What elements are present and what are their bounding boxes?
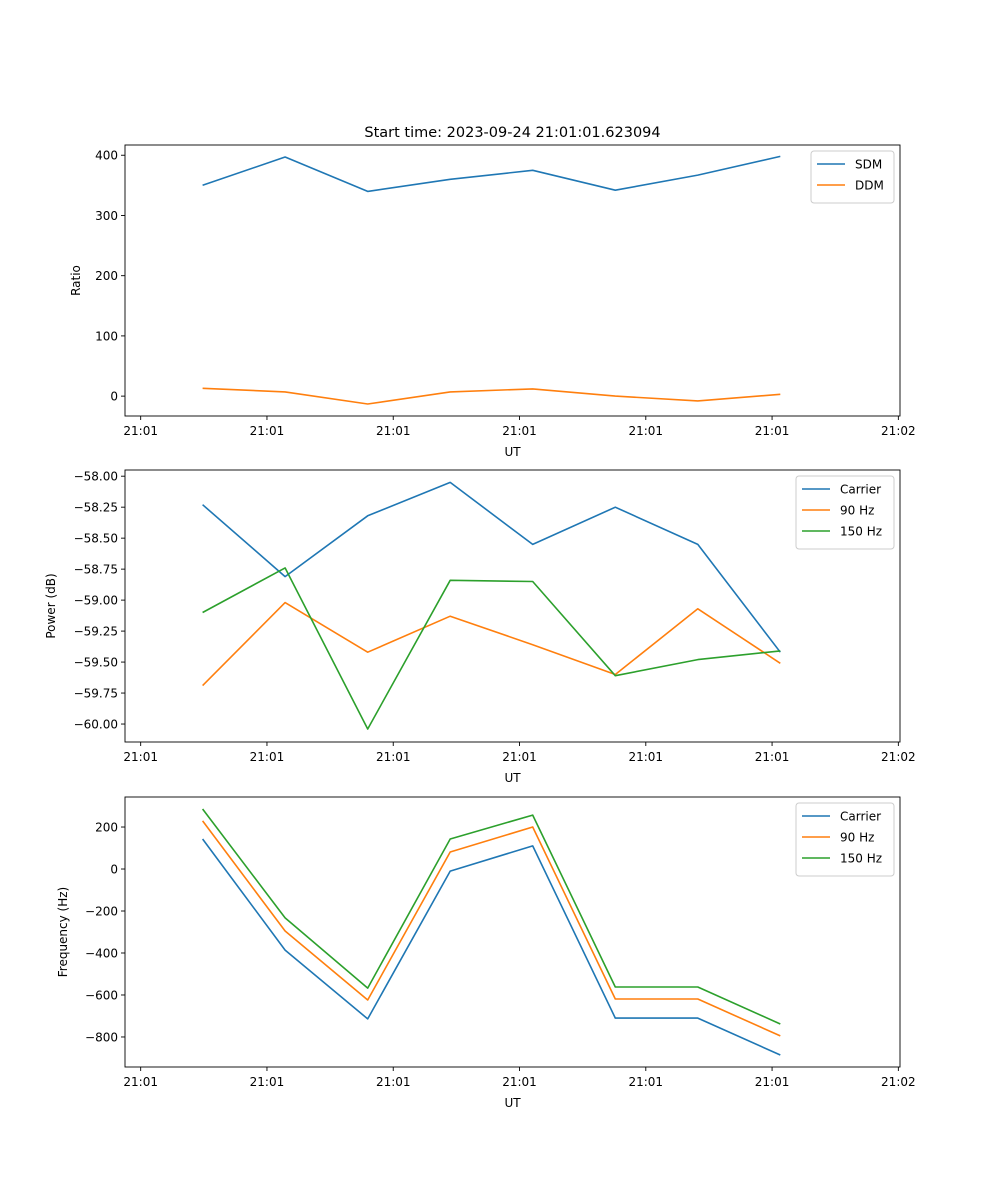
series-line-90-hz [202, 601, 781, 687]
legend-label: DDM [855, 179, 884, 193]
x-tick-label: 21:02 [881, 1075, 916, 1089]
axes-frame [124, 469, 901, 743]
y-tick-label: 0 [110, 390, 118, 404]
x-tick-label: 21:01 [502, 424, 537, 438]
y-tick-label: −200 [85, 905, 118, 919]
legend-label: SDM [855, 158, 882, 172]
series-line-ddm [202, 387, 781, 405]
x-tick-label: 21:01 [123, 424, 158, 438]
y-tick-label: 200 [95, 269, 118, 283]
axes-frame [124, 796, 901, 1068]
y-axis-label: Power (dB) [44, 573, 58, 638]
legend-label: Carrier [840, 810, 881, 824]
legend: SDM DDM [810, 150, 895, 204]
legend-label: 150 Hz [840, 525, 882, 539]
y-tick-label: 200 [95, 821, 118, 835]
series-line-carrier [201, 838, 781, 1056]
x-tick-label: 21:01 [628, 1075, 663, 1089]
legend-label: 90 Hz [840, 831, 874, 845]
series-line-90-hz [201, 820, 781, 1037]
x-tick-label: 21:01 [376, 424, 411, 438]
y-axis-label: Frequency (Hz) [56, 887, 70, 978]
subplot-3: 21:01 21:01 21:01 21:01 21:01 21:01 21:02 UT 200… [56, 796, 916, 1110]
x-tick-label: 21:01 [376, 1075, 411, 1089]
legend: Carrier 90 Hz 150 Hz [795, 802, 895, 877]
y-tick-label: −59.00 [74, 594, 118, 608]
x-tick-label: 21:01 [755, 1075, 790, 1089]
series-line-sdm [202, 155, 781, 193]
x-tick-label: 21:01 [250, 1075, 285, 1089]
y-tick-label: 400 [95, 149, 118, 163]
x-tick-label: 21:01 [502, 1075, 537, 1089]
x-tick-label: 21:01 [123, 1075, 158, 1089]
y-tick-label: −58.75 [74, 563, 118, 577]
y-tick-label: −800 [85, 1030, 118, 1044]
x-axis-label: UT [504, 771, 521, 785]
x-tick-label: 21:02 [881, 424, 916, 438]
x-tick-label: 21:02 [881, 750, 916, 764]
y-tick-label: −58.25 [74, 501, 118, 515]
y-tick-label: −59.50 [74, 656, 118, 670]
x-tick-label: 21:01 [502, 750, 537, 764]
y-axis-label: Ratio [69, 265, 83, 296]
y-tick-label: 0 [110, 863, 118, 877]
y-tick-label: −59.25 [74, 625, 118, 639]
legend-label: Carrier [840, 483, 881, 497]
y-tick-label: −400 [85, 946, 118, 960]
legend: Carrier 90 Hz 150 Hz [795, 475, 895, 550]
axes-frame [124, 144, 901, 417]
y-tick-label: −59.75 [74, 687, 118, 701]
x-axis-label: UT [504, 445, 521, 459]
x-tick-label: 21:01 [628, 424, 663, 438]
y-tick-label: 100 [95, 329, 118, 343]
series-line-carrier [202, 481, 781, 653]
y-tick-label: −58.50 [74, 532, 118, 546]
y-tick-label: 300 [95, 209, 118, 223]
chart-title: Start time: 2023-09-24 21:01:01.623094 [364, 125, 660, 141]
x-tick-label: 21:01 [123, 750, 158, 764]
subplot-2: 21:01 21:01 21:01 21:01 21:01 21:01 21:02 UT −58… [44, 469, 916, 785]
x-tick-label: 21:01 [376, 750, 411, 764]
y-tick-label: −58.00 [74, 470, 118, 484]
y-tick-label: −60.00 [74, 718, 118, 732]
series-line-150-hz [202, 567, 781, 730]
y-tick-label: −600 [85, 988, 118, 1002]
legend-label: 90 Hz [840, 504, 874, 518]
x-tick-label: 21:01 [755, 750, 790, 764]
x-axis-label: UT [504, 1096, 521, 1110]
x-tick-label: 21:01 [250, 424, 285, 438]
x-tick-label: 21:01 [628, 750, 663, 764]
legend-label: 150 Hz [840, 852, 882, 866]
x-tick-label: 21:01 [755, 424, 790, 438]
x-tick-label: 21:01 [250, 750, 285, 764]
subplot-1: Start time: 2023-09-24 21:01:01.623094 21… [69, 125, 916, 459]
series-line-150-hz [201, 808, 781, 1025]
